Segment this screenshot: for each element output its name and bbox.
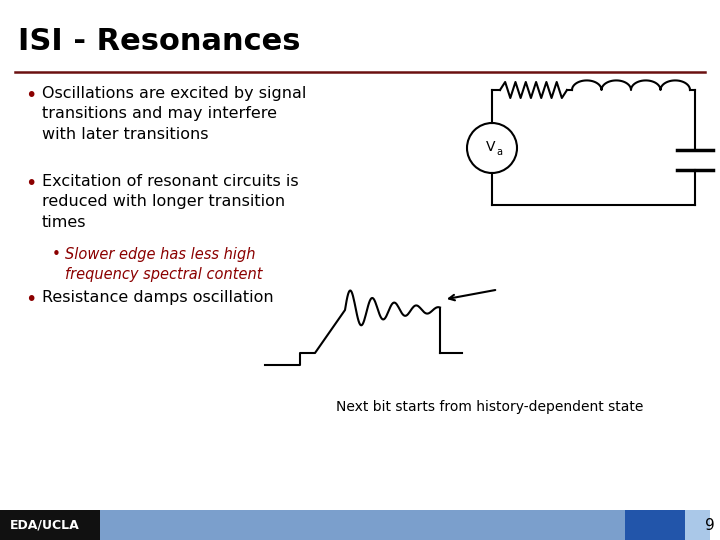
Text: Next bit starts from history-dependent state: Next bit starts from history-dependent s… <box>336 400 644 414</box>
Text: a: a <box>496 147 502 157</box>
Text: V: V <box>486 140 496 154</box>
Text: •: • <box>52 247 61 262</box>
Text: Resistance damps oscillation: Resistance damps oscillation <box>42 290 274 305</box>
Bar <box>685 510 710 540</box>
Text: 9: 9 <box>705 517 715 532</box>
Text: Slower edge has less high
frequency spectral content: Slower edge has less high frequency spec… <box>65 247 263 282</box>
Text: Oscillations are excited by signal
transitions and may interfere
with later tran: Oscillations are excited by signal trans… <box>42 86 307 142</box>
Text: •: • <box>25 174 37 193</box>
Text: •: • <box>25 290 37 309</box>
Bar <box>0 510 100 540</box>
Text: EDA/UCLA: EDA/UCLA <box>10 518 80 531</box>
Bar <box>625 510 685 540</box>
Text: Excitation of resonant circuits is
reduced with longer transition
times: Excitation of resonant circuits is reduc… <box>42 174 299 230</box>
Text: •: • <box>25 86 37 105</box>
Text: ISI - Resonances: ISI - Resonances <box>18 27 300 56</box>
Bar <box>100 510 625 540</box>
